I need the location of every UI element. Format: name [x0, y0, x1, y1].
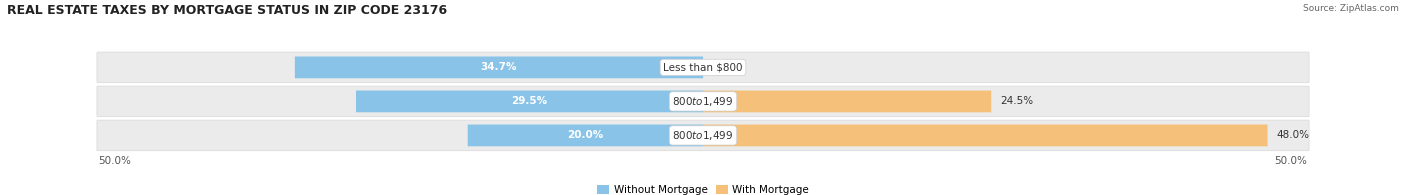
FancyBboxPatch shape	[703, 90, 991, 112]
Text: 34.7%: 34.7%	[481, 62, 517, 72]
FancyBboxPatch shape	[97, 86, 1309, 117]
Text: 29.5%: 29.5%	[512, 96, 547, 106]
FancyBboxPatch shape	[295, 57, 703, 78]
Text: 48.0%: 48.0%	[1277, 130, 1310, 140]
Text: $800 to $1,499: $800 to $1,499	[672, 129, 734, 142]
Text: 50.0%: 50.0%	[1274, 157, 1308, 167]
Text: 50.0%: 50.0%	[98, 157, 132, 167]
Text: 20.0%: 20.0%	[567, 130, 603, 140]
FancyBboxPatch shape	[703, 125, 1268, 146]
Text: 0.0%: 0.0%	[713, 62, 738, 72]
FancyBboxPatch shape	[97, 120, 1309, 151]
Text: 24.5%: 24.5%	[1001, 96, 1033, 106]
FancyBboxPatch shape	[468, 125, 703, 146]
Text: REAL ESTATE TAXES BY MORTGAGE STATUS IN ZIP CODE 23176: REAL ESTATE TAXES BY MORTGAGE STATUS IN …	[7, 4, 447, 17]
Text: Source: ZipAtlas.com: Source: ZipAtlas.com	[1303, 4, 1399, 13]
FancyBboxPatch shape	[356, 90, 703, 112]
FancyBboxPatch shape	[97, 52, 1309, 83]
Text: $800 to $1,499: $800 to $1,499	[672, 95, 734, 108]
Text: Less than $800: Less than $800	[664, 62, 742, 72]
Legend: Without Mortgage, With Mortgage: Without Mortgage, With Mortgage	[593, 181, 813, 195]
